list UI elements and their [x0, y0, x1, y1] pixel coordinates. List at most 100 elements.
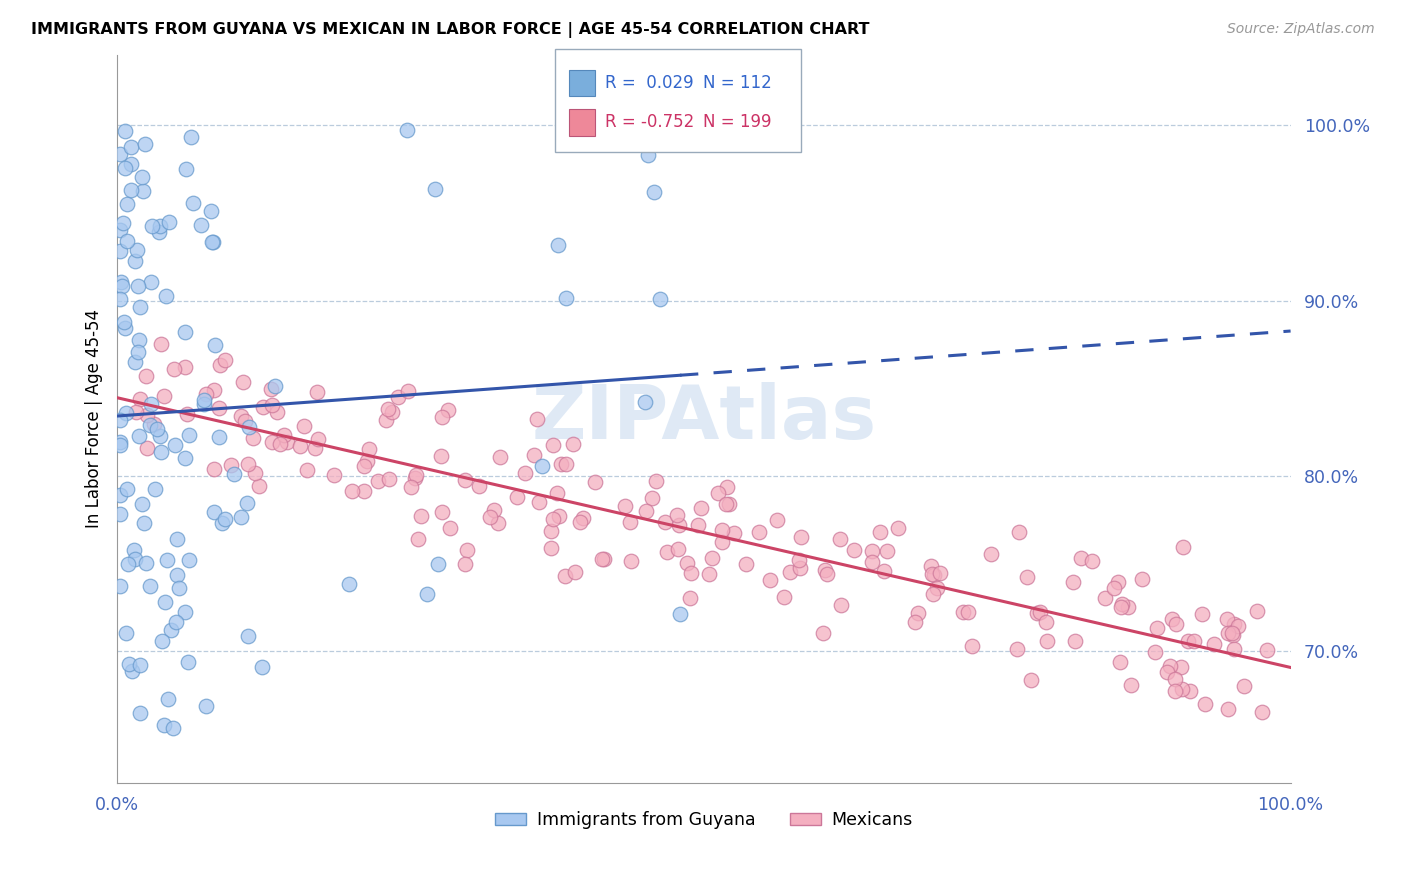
Point: [108, 579, 131, 593]
Point: [710, 523, 733, 537]
Point: [214, 512, 236, 526]
Point: [688, 518, 710, 533]
Point: [718, 497, 741, 511]
Point: [1063, 633, 1085, 648]
Point: [125, 405, 148, 419]
Point: [980, 547, 1002, 561]
Point: [243, 466, 266, 480]
Point: [1026, 606, 1049, 620]
Point: [176, 162, 198, 177]
Point: [583, 475, 606, 489]
Point: [1116, 600, 1139, 615]
Point: [548, 508, 571, 523]
Point: [169, 581, 191, 595]
Point: [211, 516, 233, 530]
Point: [690, 500, 713, 515]
Point: [546, 485, 568, 500]
Point: [679, 566, 702, 580]
Point: [1173, 540, 1195, 554]
Point: [337, 577, 360, 591]
Point: [128, 429, 150, 443]
Point: [928, 566, 950, 580]
Point: [252, 401, 274, 415]
Point: [1107, 575, 1129, 590]
Point: [307, 385, 329, 400]
Point: [1182, 633, 1205, 648]
Point: [921, 566, 943, 581]
Point: [118, 657, 141, 671]
Point: [148, 225, 170, 239]
Point: [222, 467, 245, 481]
Point: [135, 369, 157, 384]
Point: [149, 429, 172, 443]
Point: [233, 414, 256, 428]
Point: [406, 532, 429, 546]
Point: [353, 483, 375, 498]
Point: [111, 278, 134, 293]
Point: [1015, 569, 1038, 583]
Point: [1222, 617, 1244, 632]
Point: [121, 664, 143, 678]
Point: [231, 510, 253, 524]
Point: [115, 235, 138, 249]
Point: [139, 579, 162, 593]
Point: [195, 386, 218, 401]
Point: [1166, 617, 1188, 632]
Point: [260, 398, 283, 412]
Point: [636, 504, 658, 518]
Point: [1008, 525, 1031, 540]
Text: R = -0.752: R = -0.752: [605, 113, 693, 131]
Point: [236, 495, 259, 509]
Y-axis label: In Labor Force | Age 45-54: In Labor Force | Age 45-54: [86, 310, 103, 528]
Point: [454, 558, 477, 572]
Point: [1146, 621, 1168, 635]
Point: [876, 544, 898, 558]
Point: [381, 405, 404, 419]
Point: [907, 606, 929, 620]
Point: [1216, 625, 1239, 640]
Point: [120, 139, 142, 153]
Point: [925, 581, 948, 595]
Point: [569, 515, 592, 529]
Point: [952, 606, 974, 620]
Point: [828, 532, 851, 546]
Point: [396, 384, 419, 398]
Point: [131, 497, 153, 511]
Point: [1220, 626, 1243, 640]
Point: [236, 629, 259, 643]
Point: [1102, 581, 1125, 595]
Point: [276, 434, 298, 449]
Point: [787, 552, 810, 566]
Point: [128, 657, 150, 672]
Point: [700, 551, 723, 566]
Point: [1191, 607, 1213, 621]
Point: [529, 495, 551, 509]
Point: [247, 478, 270, 492]
Point: [273, 427, 295, 442]
Point: [166, 532, 188, 546]
Point: [430, 410, 453, 425]
Point: [134, 136, 156, 151]
Point: [127, 244, 149, 258]
Point: [962, 639, 984, 653]
Point: [204, 337, 226, 351]
Point: [562, 437, 585, 451]
Point: [108, 244, 131, 258]
Point: [1170, 660, 1192, 674]
Point: [676, 557, 699, 571]
Point: [127, 279, 149, 293]
Point: [177, 553, 200, 567]
Point: [157, 691, 180, 706]
Point: [141, 219, 163, 234]
Point: [146, 422, 169, 436]
Point: [1161, 612, 1184, 626]
Point: [132, 516, 155, 530]
Point: [153, 718, 176, 732]
Point: [748, 525, 770, 540]
Point: [714, 497, 737, 511]
Point: [174, 451, 197, 466]
Point: [122, 542, 145, 557]
Point: [1256, 643, 1278, 657]
Point: [572, 511, 595, 525]
Point: [307, 433, 329, 447]
